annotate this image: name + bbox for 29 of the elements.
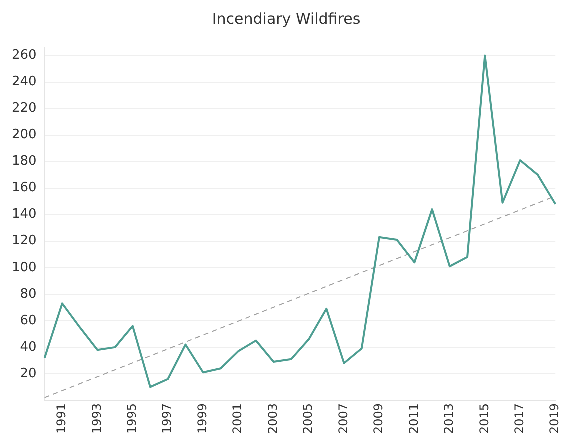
x-tick-label: 2003: [266, 403, 280, 434]
y-tick-label: 40: [20, 340, 37, 355]
x-tick-label: 2009: [372, 403, 386, 434]
y-tick-label: 80: [20, 286, 37, 302]
x-tick-label: 1997: [160, 403, 174, 434]
y-tick-label: 140: [12, 207, 37, 222]
y-tick-label: 20: [20, 366, 37, 382]
y-tick-label: 260: [12, 48, 37, 64]
x-tick-label: 1995: [125, 403, 140, 434]
x-tick-label: 2015: [477, 403, 492, 434]
x-tick-label: 1993: [90, 403, 104, 434]
chart-title: Incendiary Wildfires: [211, 10, 362, 30]
y-tick-label: 220: [12, 101, 37, 116]
x-tick-label: 2005: [301, 403, 316, 434]
y-tick-label: 200: [12, 128, 37, 143]
x-tick-label: 2019: [548, 403, 562, 434]
y-tick-label: 160: [12, 180, 37, 196]
x-tick-label: 2013: [442, 403, 456, 434]
x-tick-label: 2007: [336, 403, 350, 434]
x-tick-label: 2011: [406, 403, 421, 434]
x-tick-label: 1991: [54, 403, 69, 434]
y-tick-label: 180: [12, 154, 37, 170]
x-tick-label: 2017: [512, 403, 526, 434]
y-tick-label: 60: [20, 313, 37, 328]
y-tick-label: 120: [12, 234, 37, 249]
x-tick-label: 1999: [195, 403, 210, 434]
x-tick-label: 2001: [230, 403, 245, 434]
y-tick-label: 100: [12, 260, 37, 276]
y-tick-label: 240: [12, 74, 37, 90]
